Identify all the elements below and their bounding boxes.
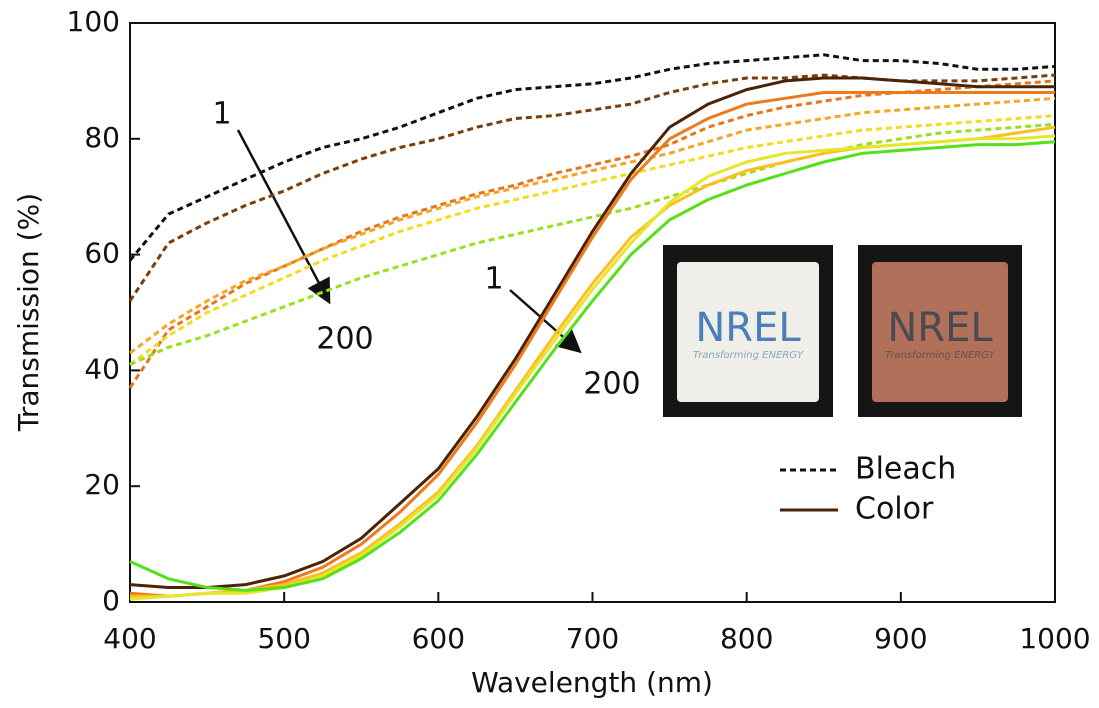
inset-logo: NREL (695, 305, 801, 351)
inset-tagline: Transforming ENERGY (885, 350, 996, 361)
x-tick-label: 800 (720, 622, 773, 655)
color-line (129, 76, 1055, 589)
y-axis-label: Transmission (%) (12, 193, 45, 432)
annotation: 1 (212, 97, 231, 132)
inset-tagline: Transforming ENERGY (693, 350, 804, 361)
annotation: 200 (316, 322, 373, 357)
y-tick-label: 0 (102, 584, 120, 617)
bleach-line (129, 114, 1056, 366)
y-tick-label: 20 (84, 468, 120, 501)
y-tick-label: 100 (67, 5, 120, 38)
legend-label: Color (855, 492, 934, 527)
x-tick-label: 900 (874, 622, 927, 655)
annotation: 1 (484, 262, 503, 297)
annotation: 200 (583, 367, 640, 402)
legend-label: Bleach (855, 452, 956, 487)
x-tick-label: 500 (257, 622, 310, 655)
arrow (236, 129, 331, 305)
x-axis-label: Wavelength (nm) (471, 666, 713, 699)
y-tick-label: 60 (84, 237, 120, 270)
x-tick-label: 1000 (1019, 622, 1090, 655)
color-line (129, 91, 1055, 598)
inset-logo: NREL (887, 305, 993, 351)
x-tick-label: 400 (103, 622, 156, 655)
x-tick-label: 700 (566, 622, 619, 655)
x-tick-label: 600 (412, 622, 465, 655)
y-tick-label: 80 (84, 121, 120, 154)
bleach-line (129, 122, 1056, 366)
color-line (129, 140, 1056, 592)
bleach-line (129, 96, 1056, 355)
y-tick-label: 40 (84, 352, 120, 385)
inset-sample (677, 262, 819, 402)
inset-sample (872, 262, 1008, 402)
